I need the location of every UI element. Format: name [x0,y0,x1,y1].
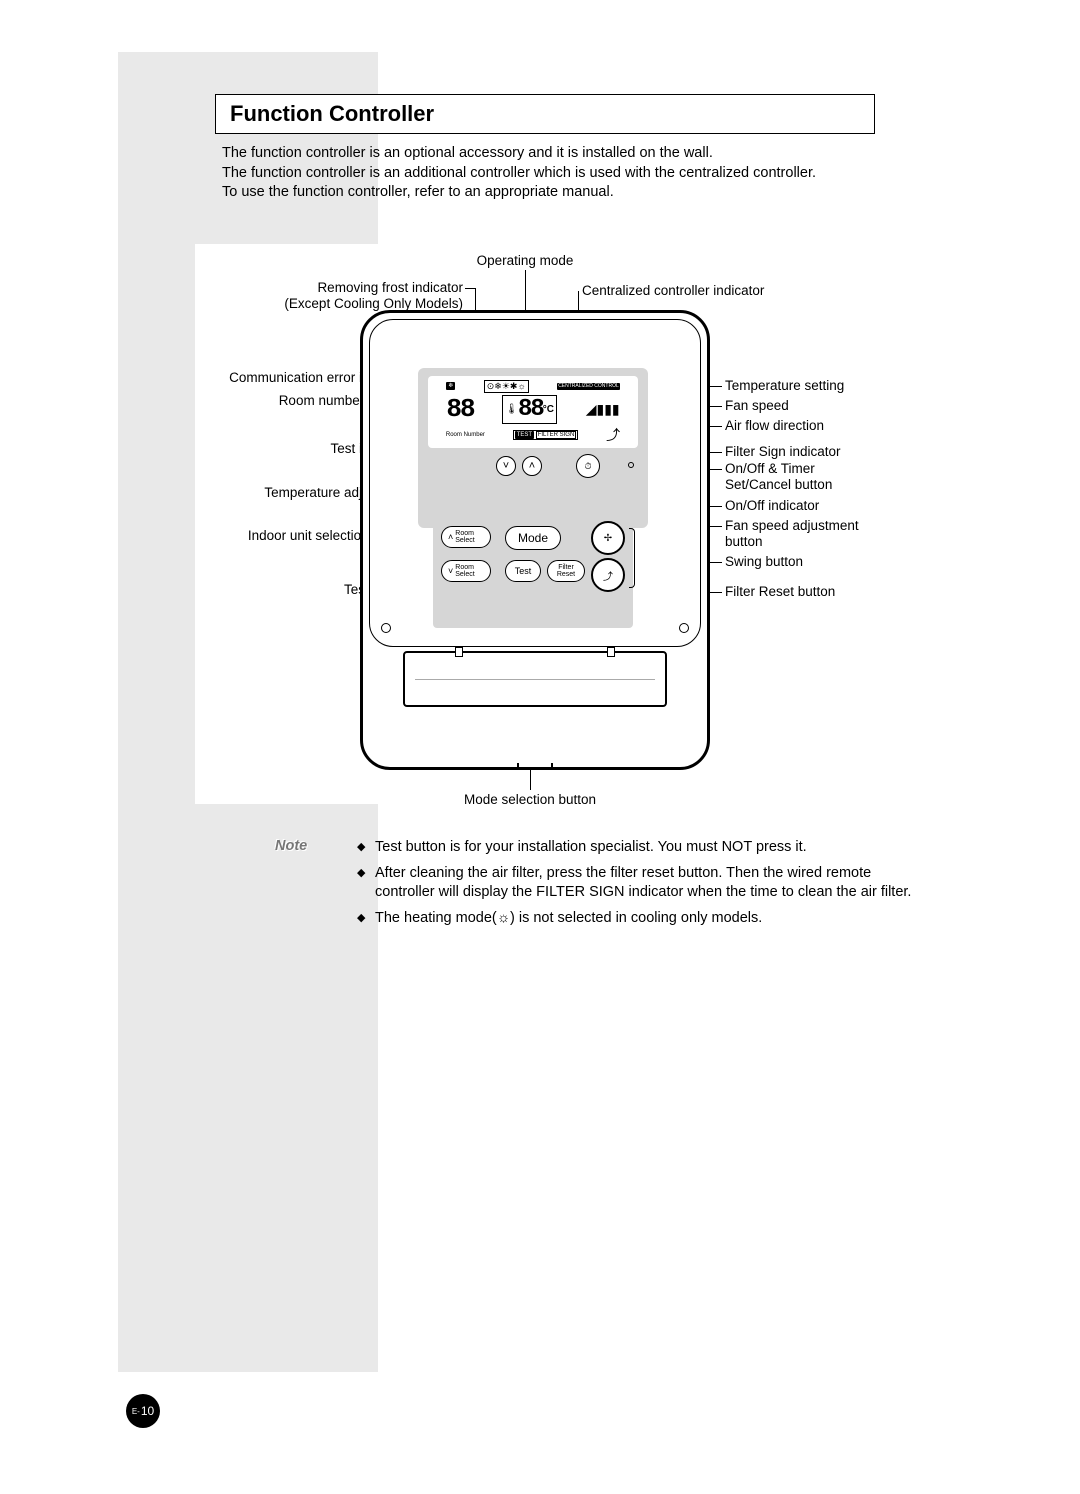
note-item: Test button is for your installation spe… [357,838,915,858]
lcd-panel: ❄ ⊙❄☀✱☼ CENTRALIZED CONTROL 88 🌡 88 °C ◢… [418,368,648,528]
note-list: Test button is for your installation spe… [357,838,915,928]
label-onoff-timer: On/Off & Timer [725,461,815,476]
page-prefix: E- [132,1407,140,1416]
temp-block: 🌡 88 °C [502,395,557,424]
bottom-notch [517,763,553,769]
label-airflow: Air flow direction [725,418,824,433]
up-indicator: ˄ [522,456,542,476]
deg-c: °C [543,404,554,415]
lcd-mid-row: 88 🌡 88 °C ◢▮▮▮ [432,394,634,424]
screw-right [679,623,689,633]
vent-flap [403,651,667,707]
page-number-badge: E-10 [126,1394,160,1428]
thermo-icon: 🌡 [505,404,518,415]
note-item: After cleaning the air filter, press the… [357,864,915,903]
button-panel: ˄Room Select ˅Room Select Mode Test Filt… [433,518,633,628]
room-select-down-button[interactable]: ˅Room Select [441,560,491,582]
mode-button[interactable]: Mode [505,526,561,550]
mode-icons: ⊙❄☀✱☼ [484,380,529,393]
label-fanspeed-btn2: button [725,534,763,549]
section-title: Function Controller [215,94,875,134]
label-filter-sign: Filter Sign indicator [725,444,841,459]
controller-device: ❄ ⊙❄☀✱☼ CENTRALIZED CONTROL 88 🌡 88 °C ◢… [360,310,710,770]
vent-hinge [607,647,615,657]
fan-speed-button[interactable]: ✢ [591,521,625,555]
intro-text: The function controller is an optional a… [222,144,882,203]
lcd-bottom-row: Room Number TEST FILTER SIGN ⤴ [432,426,634,444]
label-swing-btn: Swing button [725,554,803,569]
note-label: Note [275,838,307,854]
temp-display: 88 [518,396,543,423]
airflow-icon: ⤴ [606,425,620,445]
centralized-chip: CENTRALIZED CONTROL [557,383,620,390]
intro-line: The function controller is an optional a… [222,144,882,164]
intro-line: The function controller is an additional… [222,164,882,184]
room-number-label: Room Number [446,432,485,439]
swing-button[interactable]: ⤴ [591,558,625,592]
lcd-screen: ❄ ⊙❄☀✱☼ CENTRALIZED CONTROL 88 🌡 88 °C ◢… [428,376,638,448]
label-temp-setting: Temperature setting [725,378,844,393]
room-select-up-button[interactable]: ˄Room Select [441,526,491,548]
note-section: Note Test button is for your installatio… [295,838,915,934]
label-frost-indicator-sub: (Except Cooling Only Models) [223,296,463,311]
side-bracket [629,528,635,588]
intro-line: To use the function controller, refer to… [222,183,882,203]
label-centralized-controller: Centralized controller indicator [582,283,764,298]
label-onoff-indicator: On/Off indicator [725,498,819,513]
screw-left [381,623,391,633]
timer-indicator: ⏱ [576,454,600,478]
label-setcancel: Set/Cancel button [725,477,832,492]
label-fan-speed: Fan speed [725,398,789,413]
note-item: The heating mode(☼) is not selected in c… [357,909,915,929]
filter-reset-button[interactable]: Filter Reset [547,560,585,582]
lcd-top-row: ❄ ⊙❄☀✱☼ CENTRALIZED CONTROL [432,379,634,393]
test-filter-box: TEST FILTER SIGN [513,430,579,440]
label-filter-reset-btn: Filter Reset button [725,584,835,599]
filter-sign-chip: FILTER SIGN [536,431,577,439]
label-mode-select: Mode selection button [430,792,630,807]
onoff-led [628,462,634,468]
vent-hinge [455,647,463,657]
label-frost-indicator: Removing frost indicator [223,280,463,295]
test-button[interactable]: Test [505,560,541,582]
fan-bars-icon: ◢▮▮▮ [586,401,620,418]
room-num-display: 88 [446,394,473,424]
leader-line [465,288,475,289]
label-operating-mode: Operating mode [425,253,625,268]
frost-icon: ❄ [446,382,455,390]
test-chip: TEST [515,431,534,439]
label-fanspeed-btn: Fan speed adjustment [725,518,859,533]
page-num: 10 [141,1404,154,1418]
down-indicator: ˅ [496,456,516,476]
